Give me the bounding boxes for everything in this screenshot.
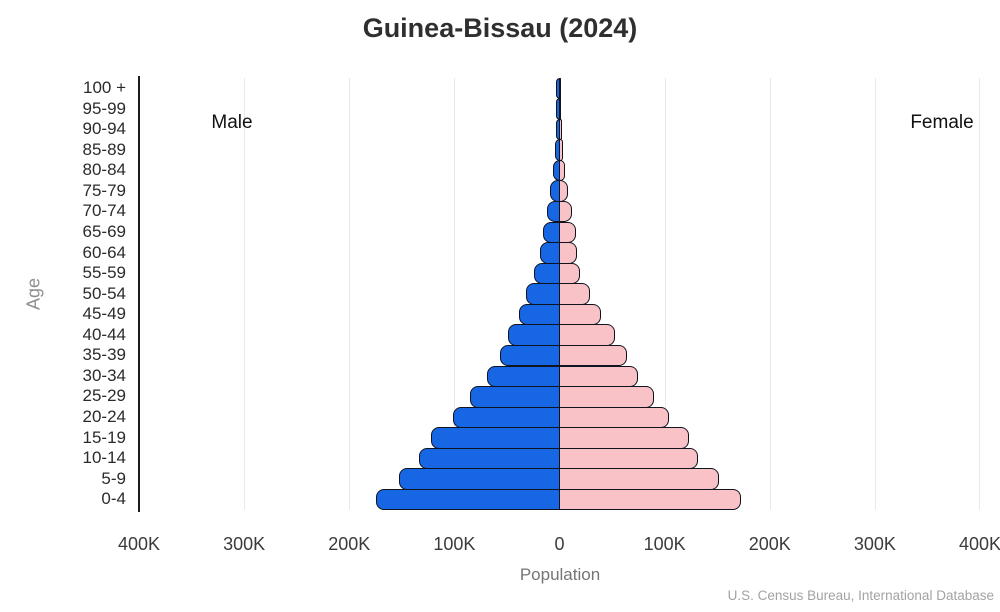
- gridline: [454, 78, 456, 510]
- y-tick-label: 90-94: [82, 119, 126, 139]
- x-axis-title: Population: [519, 565, 601, 584]
- bar-male-85-89: [554, 139, 560, 161]
- x-tick-label: 100K: [433, 534, 476, 554]
- bar-male-40-44: [508, 324, 560, 346]
- bar-male-50-54: [526, 283, 560, 305]
- bar-female-25-29: [559, 386, 654, 408]
- bar-male-10-14: [418, 447, 560, 470]
- bar-male-60-64: [539, 242, 560, 264]
- bar-male-5-9: [398, 468, 560, 490]
- x-tick-label: 200K: [748, 534, 791, 554]
- y-tick-label: 40-44: [82, 324, 126, 344]
- bar-female-45-49: [559, 303, 601, 326]
- y-tick-label: 65-69: [82, 221, 126, 241]
- bar-male-30-34: [487, 365, 560, 388]
- bar-female-100: [559, 77, 562, 100]
- y-tick-label: 80-84: [82, 160, 126, 180]
- bar-female-50-54: [559, 283, 591, 305]
- bar-female-70-74: [559, 200, 572, 223]
- bar-female-85-89: [559, 139, 564, 161]
- bar-female-65-69: [559, 221, 576, 244]
- y-tick-label: 60-64: [82, 242, 126, 262]
- y-tick-label: 35-39: [82, 345, 126, 365]
- y-tick-label: 15-19: [82, 427, 126, 447]
- y-tick-label: 85-89: [82, 139, 126, 159]
- bar-female-10-14: [559, 447, 698, 470]
- gridline: [664, 78, 666, 510]
- y-tick-label: 95-99: [82, 98, 126, 118]
- bar-male-80-84: [552, 159, 560, 182]
- female-label: Female: [910, 112, 974, 133]
- y-tick-label: 25-29: [82, 386, 126, 406]
- gridline: [874, 78, 876, 510]
- x-tick-label: 400K: [958, 534, 1000, 554]
- y-tick-label: 70-74: [82, 201, 126, 221]
- x-tick-label: 100K: [643, 534, 686, 554]
- y-tick-label: 30-34: [82, 365, 126, 385]
- gridline: [349, 78, 351, 510]
- x-tick-label: 0: [554, 534, 565, 554]
- bar-male-65-69: [542, 221, 560, 244]
- y-tick-label: 75-79: [82, 180, 126, 200]
- bar-male-75-79: [550, 180, 560, 202]
- x-tick-label: 300K: [853, 534, 896, 554]
- male-label: Male: [211, 112, 253, 133]
- y-axis-line: [138, 76, 140, 512]
- bar-female-5-9: [559, 468, 719, 490]
- bar-male-70-74: [547, 200, 560, 223]
- bar-male-0-4: [375, 488, 560, 511]
- y-tick-label: 20-24: [82, 407, 126, 426]
- bar-female-55-59: [559, 262, 580, 285]
- y-tick-label: 55-59: [82, 263, 126, 283]
- x-tick-label: 200K: [328, 534, 371, 554]
- bar-male-55-59: [534, 262, 560, 285]
- y-tick-label: 10-14: [82, 448, 126, 468]
- plot-area: Male Female: [138, 76, 980, 512]
- x-axis-tick-labels: 400K 300K 200K 100K 0 100K 200K 300K 400K: [0, 534, 1000, 560]
- y-tick-label: 5-9: [101, 468, 126, 488]
- x-tick-label: 400K: [117, 534, 161, 554]
- bar-male-15-19: [431, 427, 560, 449]
- y-tick-label: 50-54: [82, 283, 126, 303]
- gridline: [769, 78, 771, 510]
- bar-female-75-79: [559, 180, 569, 202]
- bar-female-90-94: [559, 118, 562, 141]
- bar-female-30-34: [559, 365, 638, 388]
- y-tick-label: 0-4: [101, 489, 126, 509]
- bar-female-40-44: [559, 324, 615, 346]
- bar-male-35-39: [499, 344, 560, 367]
- chart-title: Guinea-Bissau (2024): [362, 13, 638, 43]
- bar-female-15-19: [559, 427, 690, 449]
- bar-female-80-84: [559, 159, 566, 182]
- bar-male-20-24: [453, 406, 560, 429]
- y-tick-label: 45-49: [82, 304, 126, 324]
- bar-female-35-39: [559, 344, 628, 367]
- source-credit: U.S. Census Bureau, International Databa…: [727, 588, 994, 603]
- y-tick-label: 100 +: [82, 78, 126, 97]
- bar-female-20-24: [559, 406, 670, 429]
- gridline: [244, 78, 246, 510]
- x-tick-label: 300K: [223, 534, 266, 554]
- y-axis-tick-labels: 100 +95-99 90-94 85-89 80-84 75-79 70-74 65-69…: [0, 78, 126, 510]
- bar-female-95-99: [559, 98, 562, 120]
- bar-male-25-29: [470, 386, 560, 408]
- bar-female-60-64: [559, 242, 577, 264]
- bar-male-45-49: [518, 303, 560, 326]
- bar-male-90-94: [555, 118, 560, 141]
- bar-female-0-4: [559, 488, 741, 511]
- gridline: [979, 78, 980, 510]
